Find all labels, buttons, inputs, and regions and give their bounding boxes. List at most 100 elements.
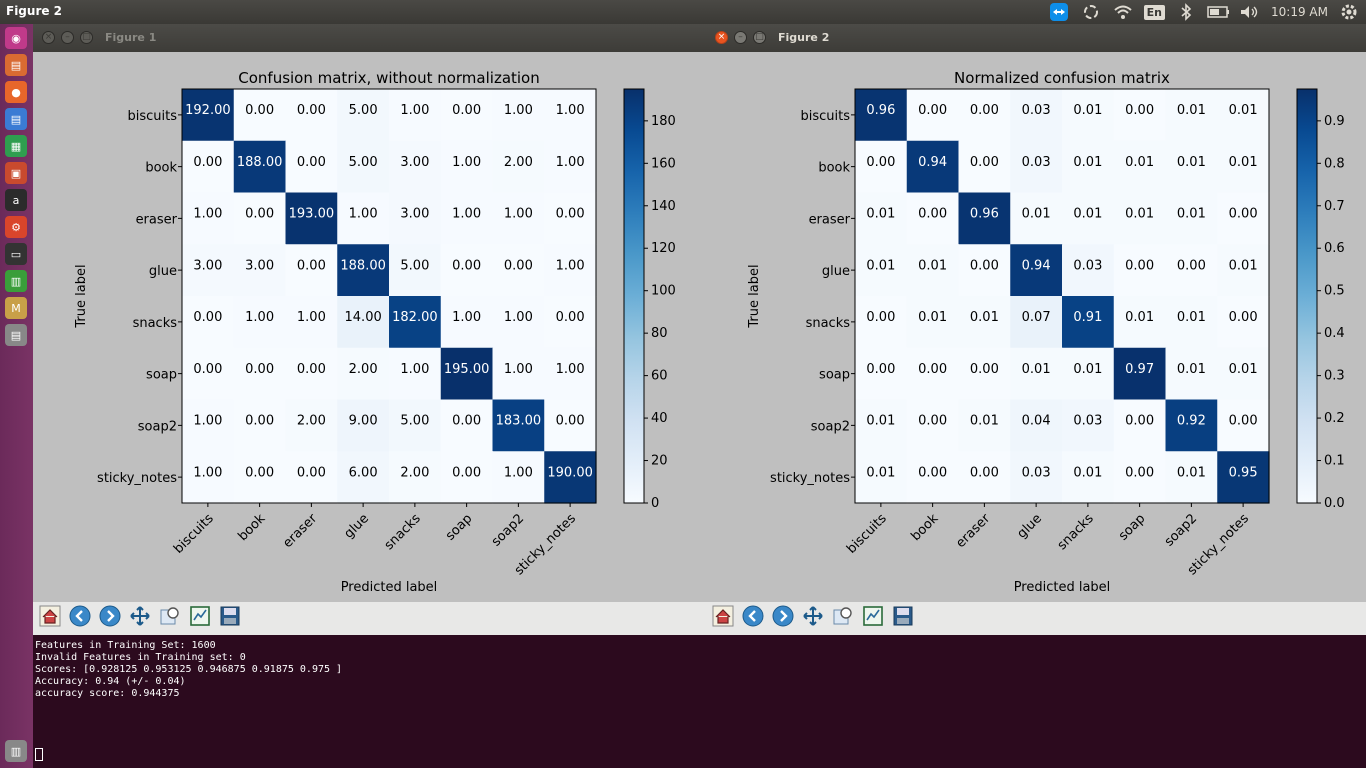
y-axis-label: True label: [747, 264, 762, 328]
minimize-icon[interactable]: –: [734, 31, 747, 44]
colorbar-tick-label: 180: [651, 114, 676, 129]
system-monitor-icon[interactable]: ▥: [5, 270, 27, 292]
cell-value-label: 5.00: [349, 103, 378, 118]
forward-button[interactable]: [97, 605, 123, 631]
maximize-icon[interactable]: □: [753, 31, 766, 44]
heatmap-cell: [1062, 140, 1115, 194]
y-tick-label: snacks: [133, 316, 178, 331]
heatmap-cell: [1062, 399, 1115, 452]
heatmap-cell: [1113, 347, 1167, 401]
cell-value-label: 0.01: [1177, 207, 1206, 222]
forward-button[interactable]: [770, 605, 796, 631]
back-button[interactable]: [67, 605, 93, 631]
cell-value-label: 195.00: [444, 362, 490, 377]
close-icon[interactable]: ×: [42, 31, 55, 44]
heatmap-cell: [855, 296, 908, 349]
heatmap-cell: [1062, 347, 1115, 401]
home-button[interactable]: [37, 605, 63, 631]
writer-icon[interactable]: ▤: [5, 108, 27, 130]
terminal-icon[interactable]: ▭: [5, 243, 27, 265]
terminal-window[interactable]: Features in Training Set: 1600 Invalid Fe…: [33, 636, 1366, 768]
system-tray: En 10:19 AM: [1048, 0, 1360, 24]
firefox-icon[interactable]: ●: [5, 81, 27, 103]
wifi-icon[interactable]: [1112, 1, 1134, 23]
calc-icon[interactable]: ▦: [5, 135, 27, 157]
maximize-icon[interactable]: □: [80, 31, 93, 44]
heatmap-cell: [544, 192, 597, 245]
figure2-window[interactable]: × – □ Figure 2 Normalized confusion matr…: [706, 24, 1366, 635]
heatmap-cell: [492, 347, 545, 401]
save-button[interactable]: [890, 605, 916, 631]
heatmap-cell: [544, 399, 597, 452]
heatmap-cell: [1062, 192, 1115, 245]
cell-value-label: 0.01: [1073, 207, 1102, 222]
trash-icon[interactable]: ▥: [5, 740, 27, 762]
gear-icon[interactable]: [1338, 1, 1360, 23]
heatmap-cell: [285, 296, 338, 349]
heatmap-cell: [958, 244, 1011, 297]
terminal-line: Features in Training Set: 1600: [35, 640, 216, 651]
close-icon[interactable]: ×: [715, 31, 728, 44]
home-button[interactable]: [710, 605, 736, 631]
figure2-titlebar[interactable]: × – □ Figure 2: [706, 24, 1366, 52]
cell-value-label: 1.00: [193, 465, 222, 480]
heatmap-cell: [233, 192, 287, 245]
cell-value-label: 0.00: [970, 103, 999, 118]
settings-icon[interactable]: ⚙: [5, 216, 27, 238]
cell-value-label: 0.00: [866, 155, 895, 170]
matlab-icon[interactable]: M: [5, 297, 27, 319]
cell-value-label: 0.01: [1125, 310, 1154, 325]
cell-value-label: 0.03: [1022, 155, 1051, 170]
cell-value-label: 0.01: [1125, 207, 1154, 222]
minimize-icon[interactable]: –: [61, 31, 74, 44]
colorbar-tick-label: 40: [651, 411, 668, 426]
figure1-titlebar[interactable]: × – □ Figure 1: [33, 24, 706, 52]
zoom-button[interactable]: [157, 605, 183, 631]
heatmap-cell: [1217, 192, 1270, 245]
cell-value-label: 0.01: [1125, 155, 1154, 170]
heatmap-cell: [389, 192, 442, 245]
pan-button[interactable]: [127, 605, 153, 631]
home-icon: [39, 605, 61, 631]
save-icon: [892, 605, 914, 631]
subplots-button[interactable]: [187, 605, 213, 631]
colorbar-tick-label: 0.3: [1324, 369, 1345, 384]
battery-icon[interactable]: [1207, 1, 1230, 23]
impress-icon[interactable]: ▣: [5, 162, 27, 184]
save-button[interactable]: [217, 605, 243, 631]
heatmap-cell: [1062, 244, 1115, 297]
figure1-window[interactable]: × – □ Figure 1 Confusion matrix, without…: [33, 24, 706, 635]
heatmap-cell: [544, 347, 597, 401]
dash-icon[interactable]: ◉: [5, 27, 27, 49]
clock[interactable]: 10:19 AM: [1271, 5, 1328, 19]
forward-icon: [772, 605, 794, 631]
back-button[interactable]: [740, 605, 766, 631]
subplots-button[interactable]: [860, 605, 886, 631]
heatmap-cell: [233, 451, 287, 504]
cell-value-label: 182.00: [392, 310, 438, 325]
cell-value-label: 0.00: [970, 155, 999, 170]
volume-icon[interactable]: [1239, 1, 1261, 23]
heatmap-cell: [906, 244, 960, 297]
sync-icon[interactable]: [1080, 1, 1102, 23]
app-icon[interactable]: ▤: [5, 324, 27, 346]
chart-title: Confusion matrix, without normalization: [238, 69, 540, 87]
cell-value-label: 2.00: [297, 414, 326, 429]
y-tick-label: biscuits: [800, 109, 850, 124]
amazon-icon[interactable]: a: [5, 189, 27, 211]
bluetooth-icon[interactable]: [1175, 1, 1197, 23]
figure2-toolbar: [706, 602, 1366, 635]
cell-value-label: 2.00: [349, 362, 378, 377]
cell-value-label: 0.00: [193, 310, 222, 325]
files-icon[interactable]: ▤: [5, 54, 27, 76]
pan-button[interactable]: [800, 605, 826, 631]
zoom-button[interactable]: [830, 605, 856, 631]
figure1-toolbar: [33, 602, 706, 635]
cell-value-label: 5.00: [400, 414, 429, 429]
heatmap-cell: [1010, 399, 1063, 452]
colorbar-tick-label: 60: [651, 369, 668, 384]
language-indicator[interactable]: En: [1143, 4, 1166, 20]
cell-value-label: 0.01: [1229, 103, 1258, 118]
teamviewer-icon[interactable]: [1048, 1, 1070, 23]
heatmap-cell: [492, 244, 545, 297]
